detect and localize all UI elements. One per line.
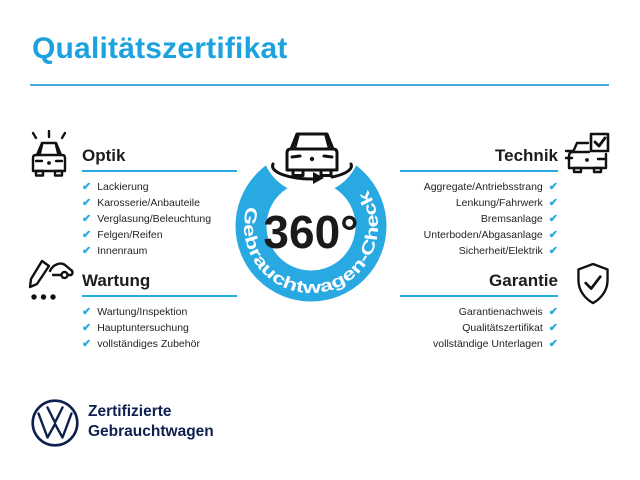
check-item-label: Verglasung/Beleuchtung: [97, 213, 212, 225]
rotation-arrowhead: [313, 172, 324, 184]
check-icon: ✔: [82, 305, 92, 318]
car-360-rotation-icon: [271, 132, 353, 181]
section-title: Technik: [495, 146, 558, 165]
section-checklist: Garantienachweis ✔ Qualitätszertifikat ✔ v…: [400, 304, 558, 352]
check-item-label: Lenkung/Fahrwerk: [455, 197, 543, 209]
vw-logo: [31, 399, 79, 447]
section-underline: [82, 295, 237, 297]
badge-degrees-label: 360°: [263, 206, 358, 258]
section-title: Wartung: [82, 271, 151, 290]
section-underline: [400, 170, 558, 172]
check-item-label: Hauptuntersuchung: [97, 322, 189, 334]
check-icon: ✔: [82, 212, 92, 225]
section-garantie: Garantie Garantienachweis ✔ Qualitätszert…: [400, 271, 558, 352]
check-item-label: Aggregate/Antriebsstrang: [423, 181, 543, 193]
service-pen-car-icon: [28, 259, 74, 300]
check-item: ✔ Felgen/Reifen: [82, 227, 237, 243]
check-item: Garantienachweis ✔: [400, 304, 558, 320]
check-icon: ✔: [548, 212, 558, 225]
section-checklist: ✔ Lackierung ✔ Karosserie/Anbauteile ✔ Verg…: [82, 179, 237, 259]
check-item: Sicherheit/Elektrik ✔: [400, 243, 558, 259]
check-icon: ✔: [548, 321, 558, 334]
check-item-label: Lackierung: [97, 181, 149, 193]
check-icon: ✔: [548, 228, 558, 241]
check-icon: ✔: [82, 244, 92, 257]
section-optik: Optik ✔ Lackierung ✔ Karosserie/Anbauteile…: [82, 146, 237, 259]
check-icon: ✔: [548, 196, 558, 209]
page-title: Qualitätszertifikat: [32, 32, 288, 65]
shield-check-icon: [577, 262, 609, 305]
check-item-label: Felgen/Reifen: [97, 229, 163, 241]
check-item-label: vollständiges Zubehör: [97, 338, 200, 350]
check-item-label: Innenraum: [97, 245, 148, 257]
section-underline: [82, 170, 237, 172]
check-item-label: Qualitätszertifikat: [462, 322, 543, 334]
check-icon: ✔: [82, 337, 92, 350]
check-item: vollständige Unterlagen ✔: [400, 336, 558, 352]
check-icon: ✔: [82, 180, 92, 193]
section-technik: Technik Aggregate/Antriebsstrang ✔ Lenkun…: [400, 146, 558, 259]
check-item: Bremsanlage ✔: [400, 211, 558, 227]
check-icon: ✔: [548, 337, 558, 350]
shiny-car-icon: [31, 130, 67, 177]
check-item: ✔ Innenraum: [82, 243, 237, 259]
check-item-label: vollständige Unterlagen: [433, 338, 543, 350]
check-item-label: Wartung/Inspektion: [97, 306, 188, 318]
check-item-label: Garantienachweis: [458, 306, 543, 318]
check-item: ✔ Karosserie/Anbauteile: [82, 195, 237, 211]
check-item: Aggregate/Antriebsstrang ✔: [400, 179, 558, 195]
section-wartung: Wartung ✔ Wartung/Inspektion ✔ Hauptunters…: [82, 271, 237, 352]
footer-brand-line1: Zertifizierte: [88, 403, 172, 420]
car-checkbox-icon: [564, 132, 610, 174]
check-item: Unterboden/Abgasanlage ✔: [400, 227, 558, 243]
section-underline: [400, 295, 558, 297]
footer-brand-text: Zertifizierte Gebrauchtwagen: [88, 402, 214, 441]
check-icon: ✔: [548, 305, 558, 318]
title-divider: [30, 84, 609, 86]
section-title: Optik: [82, 146, 126, 165]
check-item-label: Bremsanlage: [480, 213, 543, 225]
check-item: ✔ Verglasung/Beleuchtung: [82, 211, 237, 227]
check-item: ✔ Lackierung: [82, 179, 237, 195]
car-emblem-dot: [309, 156, 315, 162]
check-icon: ✔: [82, 196, 92, 209]
section-checklist: Aggregate/Antriebsstrang ✔ Lenkung/Fahrwe…: [400, 179, 558, 259]
check-item: ✔ vollständiges Zubehör: [82, 336, 237, 352]
footer-brand-line2: Gebrauchtwagen: [88, 422, 214, 440]
check-item-label: Unterboden/Abgasanlage: [423, 229, 543, 241]
check-item: ✔ Hauptuntersuchung: [82, 320, 237, 336]
section-title: Garantie: [489, 271, 558, 290]
check-item-label: Sicherheit/Elektrik: [458, 245, 543, 257]
check-icon: ✔: [82, 321, 92, 334]
check-item: Qualitätszertifikat ✔: [400, 320, 558, 336]
check-icon: ✔: [548, 244, 558, 257]
check-item: Lenkung/Fahrwerk ✔: [400, 195, 558, 211]
check-icon: ✔: [548, 180, 558, 193]
check-icon: ✔: [82, 228, 92, 241]
check-item: ✔ Wartung/Inspektion: [82, 304, 237, 320]
check-item-label: Karosserie/Anbauteile: [97, 197, 200, 209]
section-checklist: ✔ Wartung/Inspektion ✔ Hauptuntersuchung ✔…: [82, 304, 237, 352]
360-check-badge: 360° Gebrauchtwagen-Check: [235, 128, 387, 302]
